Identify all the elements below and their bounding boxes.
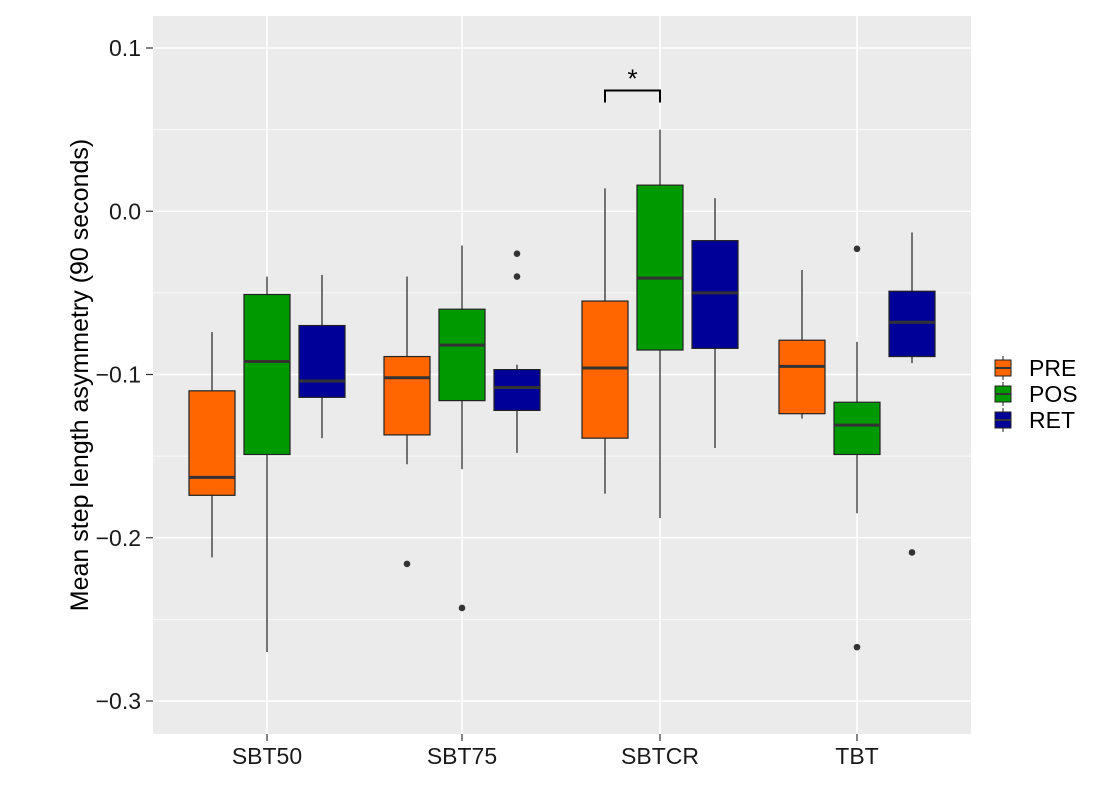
box-iqr: [188, 390, 236, 496]
outlier-point: [513, 273, 521, 280]
box-iqr: [493, 369, 541, 412]
box-ret-sbt75: [493, 250, 541, 453]
box-iqr: [298, 324, 346, 398]
significance-bracket: [604, 89, 661, 103]
legend-label: POS: [1029, 381, 1078, 407]
legend-item-pre: PRE: [994, 355, 1076, 381]
y-axis: 0.1 0.0 −0.1 −0.2 −0.3: [96, 35, 153, 714]
box-pre-sbt50: [188, 332, 236, 558]
y-axis-title: Mean step length asymmetry (90 seconds): [66, 139, 94, 611]
outlier-point: [853, 245, 861, 253]
legend-label: RET: [1029, 407, 1075, 433]
legend-label: PRE: [1029, 355, 1076, 381]
significance-annotation: *: [604, 63, 661, 103]
y-tick-label: 0.1: [109, 35, 141, 61]
box-pos-sbt50: [243, 276, 291, 653]
y-tick-label: −0.2: [96, 525, 141, 551]
outlier-point: [513, 250, 521, 257]
outlier-point: [403, 560, 411, 568]
box-iqr: [833, 401, 881, 456]
box-pre-sbtcr: [581, 188, 629, 494]
x-tick-label: TBT: [835, 743, 878, 769]
box-iqr: [383, 355, 431, 436]
box-ret-sbt50: [298, 274, 346, 439]
outlier-point: [853, 643, 861, 651]
box-ret-tbt: [888, 232, 936, 556]
y-tick-label: −0.1: [96, 362, 141, 388]
box-iqr: [691, 240, 739, 349]
box-pos-sbt75: [438, 245, 486, 612]
x-tick-label: SBT75: [427, 743, 497, 769]
box-pos-sbtcr: [636, 129, 684, 519]
box-pos-tbt: [833, 245, 881, 651]
outlier-point: [458, 604, 466, 612]
x-tick-label: SBT50: [232, 743, 302, 769]
box-ret-sbtcr: [691, 198, 739, 448]
legend-item-pos: POS: [994, 381, 1078, 407]
box-iqr: [888, 290, 936, 358]
outlier-point: [908, 549, 916, 556]
box-pre-tbt: [778, 270, 826, 419]
box-pre-sbt75: [383, 276, 431, 568]
box-groups: [188, 129, 936, 653]
box-iqr: [636, 184, 684, 351]
significance-star: *: [627, 63, 637, 93]
x-tick-label: SBTCR: [621, 743, 699, 769]
box-iqr: [243, 293, 291, 456]
box-iqr: [778, 339, 826, 415]
legend-item-ret: RET: [994, 407, 1075, 433]
y-tick-label: −0.3: [96, 688, 141, 714]
grid-minor: [153, 129, 971, 620]
box-iqr: [438, 308, 486, 402]
x-axis: SBT50 SBT75 SBTCR TBT: [232, 734, 879, 769]
y-tick-label: 0.0: [109, 198, 141, 224]
box-iqr: [581, 300, 629, 439]
